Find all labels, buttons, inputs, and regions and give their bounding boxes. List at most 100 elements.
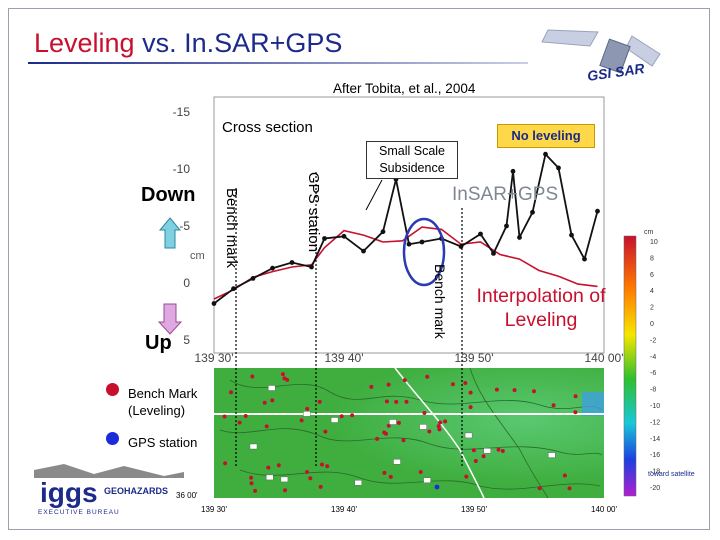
map-label-box — [249, 443, 258, 450]
map-label-box — [393, 459, 401, 465]
map-bench-marks — [222, 372, 578, 493]
colorbar-tick-label: 2 — [650, 305, 654, 312]
map-label-box — [354, 480, 362, 486]
map-road — [394, 367, 485, 499]
leveling-point — [380, 229, 386, 235]
map-dot — [369, 384, 374, 389]
y-tick-label: -15 — [173, 105, 191, 119]
slide-frame — [8, 8, 710, 530]
no-leveling-badge: No leveling — [497, 124, 595, 148]
map-dot — [317, 399, 322, 404]
map-dot — [382, 430, 387, 435]
map-dot — [396, 420, 401, 425]
colorbar-tick-label: -14 — [650, 436, 660, 443]
map-dot — [249, 481, 254, 486]
insar-line — [213, 226, 598, 300]
map-dot — [471, 448, 476, 453]
title-rest: vs. In.SAR+GPS — [134, 28, 343, 58]
leveling-point — [595, 208, 600, 214]
map-dot — [401, 438, 406, 443]
map-label-box — [266, 474, 274, 481]
map-dot — [443, 419, 448, 424]
colorbar-ticks: 10 8 6 4 2 0 -2 -4 -6 -8 -10 -12 -14 -16 -18 -20 — [650, 239, 660, 492]
leveling-point — [322, 236, 327, 241]
map-dot — [308, 476, 313, 481]
map-dot — [375, 436, 380, 441]
bench-mark-legend-label: Bench Mark — [128, 386, 198, 401]
map-x-axis: 139 30' 139 40' 139 50' 140 00' — [201, 505, 617, 514]
map-dot — [222, 414, 227, 419]
map-dot — [463, 381, 468, 385]
map-label-box — [389, 419, 397, 425]
colorbar-unit: cm — [644, 229, 654, 236]
leveling-line — [213, 152, 599, 305]
map-dot — [223, 461, 228, 466]
leveling-point — [211, 301, 217, 306]
map-dot — [537, 486, 542, 491]
map-dot — [237, 420, 242, 425]
x-tick-label: 139 30' — [195, 351, 234, 365]
map-dot — [532, 389, 536, 394]
map-dot — [551, 403, 556, 408]
logo-mountain-icon — [34, 464, 184, 478]
slide-title: Leveling vs. In.SAR+GPS — [34, 28, 342, 59]
map-x-tick-label: 140 00' — [591, 505, 617, 514]
subsidence-callout: Small Scale Subsidence — [366, 141, 458, 179]
map-dot — [264, 424, 269, 429]
map-dot — [436, 424, 441, 429]
insar-series-label: InSAR+GPS — [452, 184, 559, 205]
leveling-point — [309, 264, 314, 270]
y-axis: -15 -10 -5 0 5 — [173, 105, 191, 347]
map-dot — [305, 470, 309, 474]
map-dot — [418, 470, 423, 474]
insar-series — [213, 226, 598, 300]
map-dot — [325, 464, 330, 469]
y-tick-label: 0 — [183, 276, 190, 290]
map-dot — [282, 376, 287, 381]
map-dot — [494, 387, 499, 392]
y-tick-label: -10 — [173, 162, 191, 176]
colorbar-tick-label: -12 — [650, 419, 660, 426]
title-underline — [28, 62, 528, 64]
leveling-point — [582, 256, 587, 262]
map-dot — [229, 390, 233, 395]
iggs-logo: iggs GEOHAZARDS EXECUTIVE BUREAU — [34, 464, 184, 516]
chart-title: Cross section — [222, 119, 313, 136]
colorbar-tick-label: 10 — [650, 239, 658, 246]
map-dot — [464, 474, 469, 479]
leveling-point — [504, 223, 509, 229]
map-dot — [266, 465, 271, 470]
map-dot — [512, 388, 517, 393]
map-label-box — [464, 432, 473, 439]
map-dot — [386, 382, 391, 387]
map-dot — [339, 414, 344, 419]
map-dot — [299, 418, 304, 423]
interpolation-label: Interpolation of Leveling — [476, 285, 606, 331]
map-dot — [402, 378, 407, 383]
colorbar-tick-label: -18 — [650, 469, 660, 476]
colorbar-tick-label: 6 — [650, 272, 654, 279]
up-label: Up — [145, 332, 172, 354]
map-dot — [276, 463, 281, 468]
interpolation-ellipse — [402, 217, 446, 287]
bench-mark-label-2: Bench mark — [432, 264, 448, 339]
colorbar-caption: toward satellite — [648, 471, 695, 478]
map-dot — [270, 398, 275, 403]
map-dot — [450, 382, 455, 387]
map-dot — [473, 459, 478, 463]
map-label-box — [423, 477, 431, 483]
map-dot — [382, 470, 387, 475]
map-dot — [573, 394, 578, 399]
map-dot — [468, 405, 473, 410]
logo-line1: GEOHAZARDS — [104, 486, 168, 496]
x-axis: 139 30' 139 40' 139 50' 140 00' — [195, 351, 624, 365]
title-leveling: Leveling — [34, 28, 135, 58]
map-dot — [243, 414, 248, 418]
map-dot — [425, 374, 430, 379]
leveling-point — [270, 265, 275, 271]
leveling-point — [543, 151, 548, 157]
leveling-point — [491, 251, 496, 256]
map-dot — [318, 484, 323, 489]
map-dot — [305, 406, 310, 411]
